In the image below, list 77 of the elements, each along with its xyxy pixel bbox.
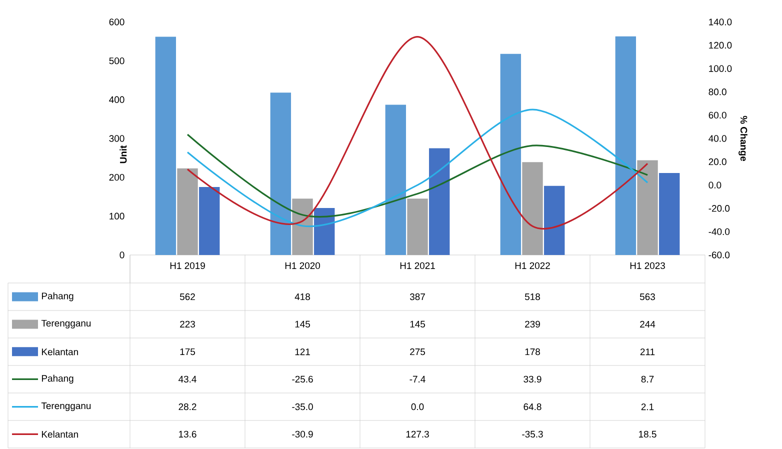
x-tick-label: H1 2022 bbox=[515, 262, 550, 270]
data-label: 518 bbox=[524, 293, 540, 300]
bar bbox=[544, 186, 565, 255]
y2-tick-label: 20.0 bbox=[708, 158, 726, 166]
data-label: 13.6 bbox=[179, 430, 196, 438]
x-tick-label: H1 2023 bbox=[630, 262, 665, 270]
data-label: 127.3 bbox=[406, 430, 429, 438]
bar bbox=[500, 54, 522, 255]
y-tick-label: 400 bbox=[109, 96, 124, 104]
y2-tick-label: 120.0 bbox=[709, 42, 732, 49]
y2-tick-label: 80.0 bbox=[708, 88, 726, 96]
bar bbox=[385, 104, 406, 255]
data-label: 387 bbox=[410, 293, 425, 300]
bar bbox=[155, 36, 176, 255]
line-series bbox=[186, 108, 648, 228]
data-label: -30.9 bbox=[292, 430, 313, 438]
y2-tick-label: 140.0 bbox=[709, 18, 732, 26]
y2-tick-label: 100.0 bbox=[709, 65, 732, 72]
data-label: -35.0 bbox=[292, 403, 313, 410]
data-label: 275 bbox=[410, 348, 426, 356]
y2-axis-title: % Change bbox=[738, 116, 748, 162]
data-label: -25.6 bbox=[292, 376, 313, 383]
y2-tick-label: 40.0 bbox=[708, 135, 726, 142]
y2-tick-label: 0.0 bbox=[708, 182, 722, 188]
x-tick-label: H1 2021 bbox=[400, 262, 435, 270]
data-label: 18.5 bbox=[639, 430, 656, 438]
data-label: 562 bbox=[180, 293, 195, 300]
bar bbox=[615, 36, 636, 255]
y2-tick-label: -60.0 bbox=[708, 252, 730, 258]
y-tick-label: 100 bbox=[110, 212, 124, 220]
y-tick-label: 0 bbox=[120, 252, 124, 258]
data-label: 121 bbox=[295, 348, 310, 356]
bar bbox=[177, 168, 198, 255]
bar bbox=[429, 148, 450, 255]
data-label: 563 bbox=[640, 293, 655, 300]
x-tick-label: H1 2019 bbox=[170, 262, 205, 270]
y-tick-label: 300 bbox=[109, 135, 124, 142]
legend-label: Pahang bbox=[42, 374, 74, 384]
bar bbox=[314, 208, 335, 255]
y2-tick-label: -40.0 bbox=[708, 228, 730, 236]
data-label: 239 bbox=[525, 320, 540, 328]
data-label: 418 bbox=[294, 293, 310, 300]
data-label: 145 bbox=[410, 320, 426, 328]
y2-tick-label: -20.0 bbox=[708, 205, 730, 212]
bar bbox=[199, 187, 220, 255]
data-label: -7.4 bbox=[410, 376, 426, 382]
data-label: 43.4 bbox=[178, 376, 196, 383]
legend-label: Terengganu bbox=[41, 402, 91, 412]
legend-label: Kelantan bbox=[42, 348, 78, 356]
data-label: 211 bbox=[640, 348, 655, 356]
data-label: 8.7 bbox=[641, 376, 654, 383]
legend-label: Terengganu bbox=[41, 320, 91, 328]
data-label: 33.9 bbox=[524, 376, 542, 383]
bar bbox=[270, 92, 292, 255]
legend-label: Pahang bbox=[42, 292, 74, 302]
data-label: 0.0 bbox=[411, 403, 424, 410]
data-label: -35.3 bbox=[522, 430, 543, 438]
data-label: 145 bbox=[295, 320, 310, 328]
bar bbox=[659, 173, 680, 255]
data-label: 175 bbox=[180, 348, 196, 356]
data-label: 244 bbox=[640, 320, 656, 328]
y2-tick-label: 60.0 bbox=[708, 112, 726, 119]
data-label: 223 bbox=[180, 320, 195, 328]
legend-label: Kelantan bbox=[42, 430, 78, 438]
bar bbox=[522, 162, 543, 255]
bar bbox=[637, 160, 658, 255]
data-label: 178 bbox=[525, 348, 540, 356]
y-tick-label: 500 bbox=[109, 57, 124, 64]
y-tick-label: 600 bbox=[109, 18, 124, 26]
data-label: 64.8 bbox=[524, 403, 542, 410]
data-label: 2.1 bbox=[641, 403, 654, 410]
y-axis-title: Unit bbox=[120, 145, 127, 164]
bar bbox=[292, 198, 313, 255]
bar bbox=[407, 198, 428, 255]
x-tick-label: H1 2020 bbox=[285, 262, 320, 270]
data-label: 28.2 bbox=[178, 403, 196, 410]
y-tick-label: 200 bbox=[109, 174, 124, 181]
